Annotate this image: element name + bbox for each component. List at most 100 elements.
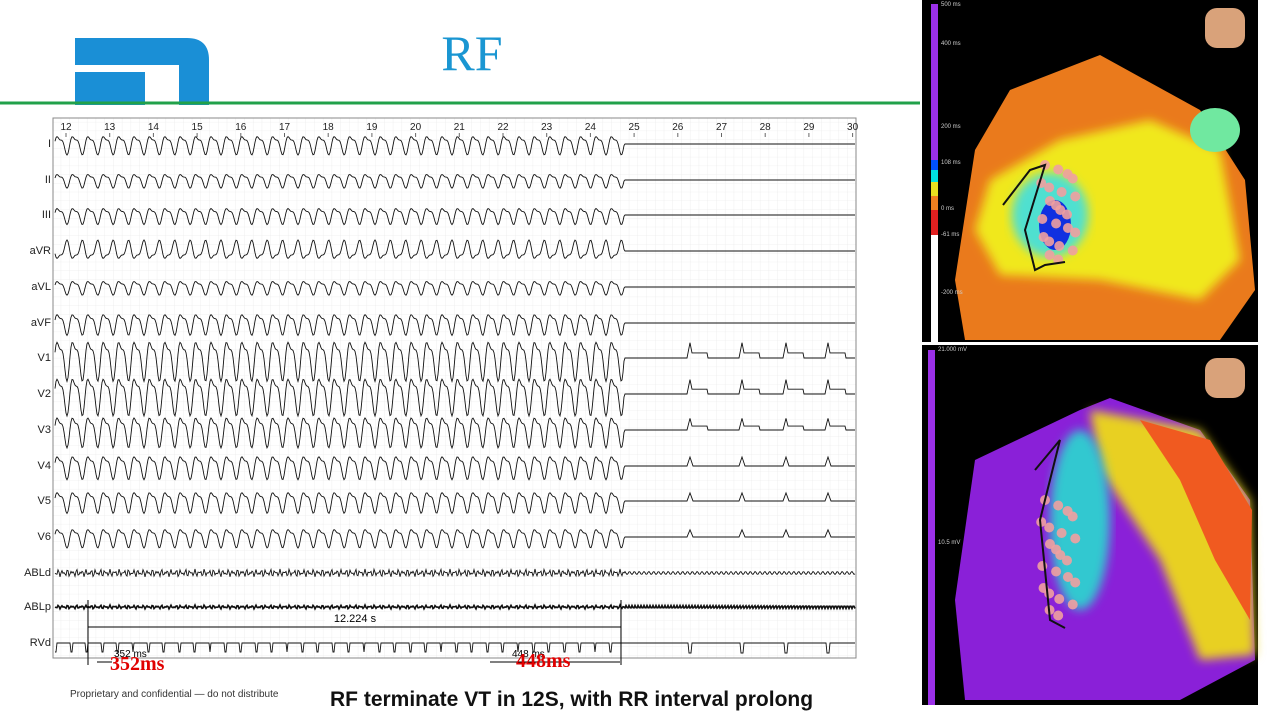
lead-label: ABLd <box>24 567 51 579</box>
scar-line <box>1034 439 1066 629</box>
scale-label: 400 ms <box>941 41 961 47</box>
last-interval: 448 ms <box>512 649 545 660</box>
time-label: 17 <box>279 122 291 133</box>
ablation-point <box>1053 164 1064 175</box>
ablation-point <box>1054 241 1065 251</box>
caption: RF terminate VT in 12S, with RR interval… <box>330 688 813 711</box>
time-label: 28 <box>760 122 772 133</box>
scale-label: 500 ms <box>941 2 961 8</box>
ablation-point <box>1067 599 1078 610</box>
ablation-point <box>1036 517 1047 527</box>
first-interval: 352 ms <box>114 649 147 660</box>
ecg-trace <box>54 207 855 226</box>
ecg-trace <box>54 528 855 549</box>
ablation-point <box>1070 533 1081 544</box>
ablation-point <box>1070 191 1081 202</box>
lead-label: ABLp <box>24 601 51 613</box>
scale-label: 10.5 mV <box>938 540 960 546</box>
color-scale <box>931 235 938 342</box>
ablation-point <box>1037 214 1048 224</box>
color-scale <box>931 210 938 235</box>
lead-label: V1 <box>38 352 51 364</box>
scale-label: 200 ms <box>941 124 961 130</box>
time-label: 16 <box>235 122 247 133</box>
time-label: 29 <box>803 122 815 133</box>
ablation-point <box>1044 250 1055 260</box>
lead-label: aVF <box>31 317 51 329</box>
time-label: 22 <box>497 122 509 133</box>
ecg-trace <box>54 314 855 337</box>
time-label: 27 <box>716 122 728 133</box>
ablation-point <box>1055 550 1066 560</box>
ecg-grid <box>52 117 857 659</box>
time-label: 26 <box>672 122 684 133</box>
ablation-points <box>1036 495 1081 621</box>
ablation-point <box>1054 594 1065 604</box>
ablation-point <box>1056 187 1067 197</box>
ablation-point <box>1062 223 1073 233</box>
ablation-point <box>1044 588 1055 599</box>
lead-label: V2 <box>38 388 51 400</box>
time-label: 18 <box>323 122 335 133</box>
torso-icon <box>1205 8 1245 48</box>
lead-label: III <box>42 209 51 221</box>
map-region <box>1190 108 1240 152</box>
color-scale <box>931 170 938 182</box>
ablation-point <box>1067 173 1078 184</box>
color-scale <box>931 196 938 210</box>
lead-label: II <box>45 174 51 186</box>
time-label: 25 <box>629 122 641 133</box>
lead-label: V3 <box>38 424 51 436</box>
ecg-trace <box>54 239 855 260</box>
ablation-point <box>1062 555 1072 566</box>
time-label: 30 <box>847 122 859 133</box>
lead-label: RVd <box>30 637 51 649</box>
lead-label: V6 <box>38 531 51 543</box>
ablation-point <box>1044 236 1055 247</box>
ecg-trace <box>54 341 855 384</box>
ablation-point <box>1067 511 1078 522</box>
ecg-trace <box>54 603 856 611</box>
label-bg <box>325 612 385 624</box>
ecg-traces: 12 13 14 15 16 17 18 19 20 21 22 23 24 25 26 27 28 29 30II… <box>24 122 859 654</box>
scale-label: -61 ms <box>941 232 959 238</box>
total-interval: 12.224 s <box>334 613 377 625</box>
footer: Proprietary and confidential — do not di… <box>70 689 279 700</box>
ecg-trace <box>54 491 855 515</box>
scale-label: 21.000 mV <box>938 347 967 353</box>
ablation-point <box>1070 577 1081 588</box>
time-label: 12 <box>60 122 72 133</box>
lead-label: aVL <box>31 281 51 293</box>
time-label: 13 <box>104 122 116 133</box>
lead-label: aVR <box>30 245 51 257</box>
lead-label: V4 <box>38 460 51 472</box>
time-label: 19 <box>366 122 378 133</box>
lead-label: V5 <box>38 495 51 507</box>
ablation-point <box>1051 218 1062 229</box>
ablation-point <box>1053 610 1064 621</box>
time-label: 23 <box>541 122 553 133</box>
ecg-trace <box>54 567 856 579</box>
time-label: 15 <box>192 122 204 133</box>
ablation-point <box>1044 522 1055 533</box>
color-scale <box>931 182 938 196</box>
color-scale <box>928 350 935 705</box>
ecg-trace <box>54 135 855 156</box>
ablation-point <box>1051 566 1062 577</box>
time-label: 24 <box>585 122 597 133</box>
ablation-point <box>1062 572 1073 582</box>
ablation-point <box>1056 528 1067 538</box>
ecg-trace <box>54 417 855 450</box>
color-scale <box>931 160 938 170</box>
scale-label: -200 ms <box>941 290 963 296</box>
time-label: 21 <box>454 122 466 133</box>
map-region <box>1140 420 1252 620</box>
slide-title: RF <box>441 25 502 81</box>
first-interval-callout: 352ms <box>110 653 165 675</box>
ablation-point <box>1067 245 1078 256</box>
scar-line <box>1002 163 1066 272</box>
ecg-trace <box>54 280 855 296</box>
scale-label: 108 ms <box>941 160 961 166</box>
